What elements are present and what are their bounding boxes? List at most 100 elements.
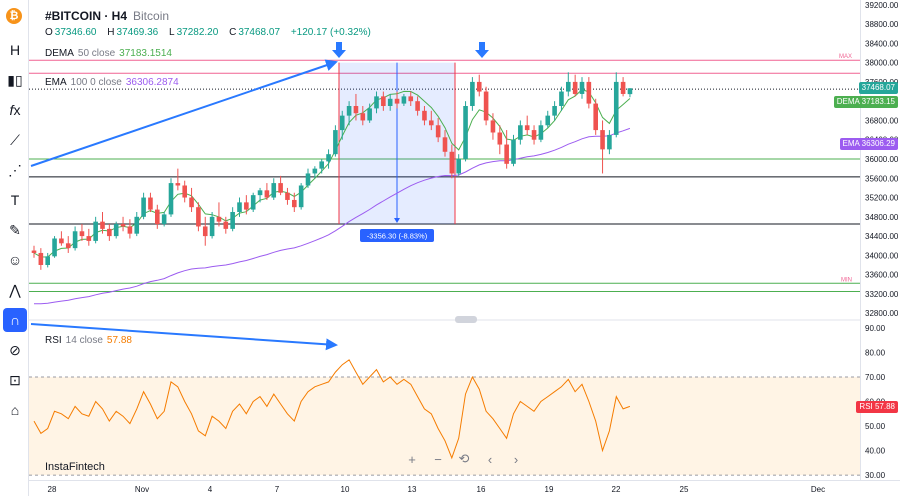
- candle-body: [463, 106, 468, 159]
- candle-body: [250, 195, 256, 210]
- candle-body: [175, 183, 181, 186]
- reset-zoom-button[interactable]: ⟲: [458, 451, 470, 466]
- price-tick-label: 38000.00: [865, 59, 899, 68]
- trendline-icon[interactable]: ⟋: [10, 131, 20, 148]
- rsi-line: [33, 359, 631, 460]
- rsi-legend-params: 14 close: [65, 335, 103, 346]
- candle-body: [298, 185, 304, 208]
- dema-legend-name: DEMA: [45, 48, 74, 59]
- candle-body: [333, 130, 338, 155]
- rsi-legend[interactable]: RSI 14 close 57.88: [45, 335, 132, 346]
- candle-body: [360, 113, 366, 121]
- lock-icon[interactable]: ⊡: [9, 371, 21, 388]
- pane-resize-handle[interactable]: [455, 316, 477, 323]
- candle-body: [545, 115, 551, 126]
- rsi-legend-name: RSI: [45, 335, 62, 346]
- candle-body: [346, 106, 352, 116]
- zoom-out-button[interactable]: −: [434, 451, 442, 467]
- candle-body: [31, 250, 37, 253]
- candle-body: [627, 88, 633, 95]
- symbol-title[interactable]: #BITCOIN · H4 Bitcoin: [45, 9, 169, 23]
- price-tick-label: 35200.00: [865, 194, 899, 203]
- time-tick-label: Nov: [135, 485, 149, 494]
- pattern-icon[interactable]: ⋀: [9, 281, 21, 298]
- open-key: O: [45, 27, 53, 38]
- candle-body: [155, 209, 160, 225]
- high-key: H: [107, 27, 115, 38]
- price-tick-label: 32800.00: [865, 309, 899, 318]
- candle-body: [381, 96, 386, 106]
- candles-icon[interactable]: ▮▯: [7, 71, 23, 88]
- time-tick-label: 25: [680, 485, 689, 494]
- candle-body: [237, 202, 242, 212]
- candle-body: [476, 81, 482, 92]
- candle-body: [148, 197, 153, 210]
- candle-body: [312, 168, 318, 174]
- candle-body: [319, 161, 324, 169]
- emoji-icon[interactable]: ☺: [7, 252, 23, 268]
- dema-legend[interactable]: DEMA 50 close 37183.1514: [45, 48, 172, 59]
- price-tick-label: 34400.00: [865, 232, 899, 241]
- candle-body: [65, 243, 71, 249]
- time-tick-label: 4: [208, 485, 213, 494]
- eye-off-icon[interactable]: ⊘: [9, 341, 21, 358]
- annotation-arrows: [30, 42, 489, 351]
- measure-label: -3356.30 (-8.83%): [367, 232, 428, 241]
- fib-icon[interactable]: ⋰: [8, 161, 22, 178]
- rsi-value-tag: RSI 57.88: [856, 400, 898, 413]
- scroll-right-button[interactable]: ›: [513, 451, 519, 467]
- candle-body: [161, 214, 167, 225]
- horizontal-levels: MAX MIN: [29, 54, 860, 292]
- low-key: L: [169, 27, 175, 38]
- candle-body: [134, 216, 140, 234]
- candle-body: [613, 81, 619, 135]
- candle-body: [93, 221, 98, 241]
- price-tick-label: 36800.00: [865, 116, 899, 125]
- candle-body: [141, 197, 146, 217]
- low-value: 37282.20: [176, 27, 219, 38]
- max-level-label: MAX: [839, 54, 852, 60]
- magnet-icon[interactable]: ∩: [3, 308, 27, 332]
- candle-body: [566, 81, 571, 92]
- candle-body: [257, 190, 263, 196]
- measure-label-box: [360, 229, 434, 243]
- open-value: 37346.60: [54, 27, 97, 38]
- time-axis[interactable]: 28 Nov 4 7 10 13 16 19 22 25 Dec: [29, 480, 900, 496]
- price-tick-label: 38400.00: [865, 39, 899, 48]
- candle-body: [326, 154, 331, 162]
- candle-body: [408, 96, 414, 102]
- bitcoin-logo-icon: ₿: [6, 8, 22, 24]
- change-value: +120.17 (+0.32%): [290, 27, 371, 38]
- timeframe-icon[interactable]: H: [9, 42, 21, 58]
- candle-body: [456, 159, 461, 174]
- text-icon[interactable]: T: [10, 192, 20, 208]
- candle-body: [559, 91, 564, 106]
- candle-body: [216, 216, 222, 222]
- ema-legend[interactable]: EMA 100 0 close 36306.2874: [45, 77, 179, 88]
- dema-line: [33, 88, 631, 258]
- candle-body: [79, 231, 85, 237]
- candle-body: [387, 98, 393, 106]
- last-price-price-tag: 37468.07: [858, 82, 898, 95]
- candle-body: [202, 226, 208, 237]
- brush-icon[interactable]: ✎: [9, 221, 21, 238]
- trash-icon[interactable]: ⌂: [10, 402, 20, 418]
- zoom-in-button[interactable]: +: [408, 451, 416, 467]
- dema-price-tag: DEMA 37183.15: [833, 95, 898, 108]
- candle-body: [271, 183, 277, 198]
- scroll-left-button[interactable]: ‹: [487, 451, 493, 467]
- time-tick-label: Dec: [811, 485, 825, 494]
- dema-legend-value: 37183.1514: [119, 48, 172, 59]
- candle-body: [415, 101, 420, 111]
- rsi-tick-label: 70.00: [865, 373, 886, 382]
- candle-body: [511, 139, 516, 164]
- ema-price-tag: EMA 36306.29: [839, 138, 898, 151]
- candle-body: [339, 115, 345, 131]
- down-arrow-right: [475, 42, 489, 58]
- candle-body: [538, 125, 544, 140]
- time-tick-label: 7: [275, 485, 280, 494]
- candle-body: [620, 81, 626, 94]
